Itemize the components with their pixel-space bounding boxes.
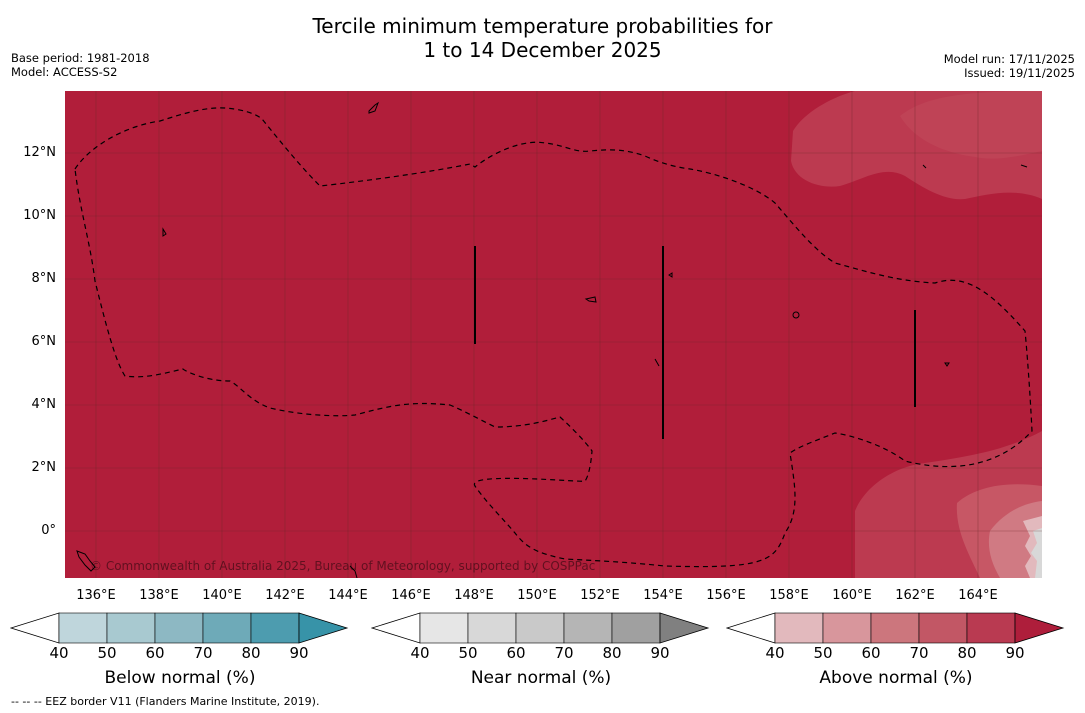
above-cbar-70-80 — [918, 612, 968, 644]
lon-tick-140e: 140°E — [202, 588, 242, 603]
above-tick-40: 40 — [765, 644, 785, 662]
lat-tick-6n: 6°N — [31, 334, 57, 349]
above-tick-90: 90 — [1005, 644, 1025, 662]
above-90-bottom-band — [65, 561, 685, 578]
model-run-date: Model run: 17/11/2025 — [943, 52, 1075, 66]
lon-tick-142e: 142°E — [265, 588, 305, 603]
island-north — [368, 101, 380, 114]
islands — [76, 101, 1028, 578]
island-small-1 — [668, 272, 673, 278]
lon-tick-156e: 156°E — [706, 588, 746, 603]
copyright-notice: © Commonwealth of Australia 2025, Bureau… — [90, 559, 596, 573]
map-svg — [65, 91, 1042, 578]
above-tick-70: 70 — [909, 644, 929, 662]
above-tick-60: 60 — [861, 644, 881, 662]
near-tick-50: 50 — [458, 644, 478, 662]
base-period: Base period: 1981-2018 — [11, 51, 150, 65]
model-name: Model: ACCESS-S2 — [11, 65, 118, 79]
near-tick-80: 80 — [602, 644, 622, 662]
island-palau — [76, 550, 96, 572]
island-pohnpei — [792, 311, 800, 319]
lat-tick-2n: 2°N — [31, 460, 57, 475]
near-cbar-extend-low — [371, 612, 421, 644]
lat-tick-10n: 10°N — [23, 208, 56, 223]
lat-tick-12n: 12°N — [23, 145, 56, 160]
eez-legend-note: -- -- -- EEZ border V11 (Flanders Marine… — [11, 695, 320, 708]
below-cbar-70-80 — [202, 612, 252, 644]
lat-tick-0: 0° — [41, 523, 56, 538]
below-cbar-60-70 — [154, 612, 204, 644]
issued-date: Issued: 19/11/2025 — [964, 66, 1075, 80]
island-small-3 — [654, 358, 660, 367]
lon-tick-158e: 158°E — [769, 588, 809, 603]
island-small-4 — [922, 164, 927, 169]
near-cbar-70-80 — [563, 612, 613, 644]
near-cbar-60-70 — [515, 612, 565, 644]
lon-tick-162e: 162°E — [895, 588, 935, 603]
lon-tick-154e: 154°E — [643, 588, 683, 603]
island-small-2 — [944, 362, 950, 367]
above-cbar-extend-high — [1014, 612, 1065, 644]
below-normal-label: Below normal (%) — [104, 668, 256, 688]
lon-tick-150e: 150°E — [517, 588, 557, 603]
lon-tick-160e: 160°E — [832, 588, 872, 603]
above-tick-80: 80 — [957, 644, 977, 662]
near-cbar-extend-high — [659, 612, 710, 644]
island-small-6 — [349, 565, 358, 578]
lon-tick-164e: 164°E — [958, 588, 998, 603]
map-title: Tercile minimum temperature probabilitie… — [0, 14, 1085, 62]
graticule — [65, 91, 1042, 578]
near-tick-70: 70 — [554, 644, 574, 662]
lat-tick-8n: 8°N — [31, 271, 57, 286]
probability-map[interactable] — [65, 91, 1042, 578]
near-tick-40: 40 — [410, 644, 430, 662]
below-tick-50: 50 — [97, 644, 117, 662]
above-80-region-north-inner — [900, 91, 1042, 159]
near-cbar-50-60 — [467, 612, 517, 644]
near-cbar-40-50 — [419, 612, 469, 644]
below-cbar-extend-high — [298, 612, 349, 644]
above-tick-50: 50 — [813, 644, 833, 662]
lon-tick-148e: 148°E — [454, 588, 494, 603]
near-normal-label: Near normal (%) — [470, 668, 612, 688]
below-cbar-50-60 — [106, 612, 156, 644]
island-chuuk — [584, 296, 597, 303]
below-tick-40: 40 — [49, 644, 69, 662]
near-normal-colorbar — [371, 612, 710, 644]
below-normal-colorbar — [10, 612, 349, 644]
near-tick-90: 90 — [650, 644, 670, 662]
above-cbar-40-50 — [774, 612, 824, 644]
lon-tick-146e: 146°E — [391, 588, 431, 603]
below-tick-60: 60 — [145, 644, 165, 662]
lon-tick-136e: 136°E — [76, 588, 116, 603]
eez-border — [74, 107, 1033, 568]
above-cbar-80-90 — [966, 612, 1016, 644]
above-cbar-60-70 — [870, 612, 920, 644]
below-cbar-40-50 — [58, 612, 108, 644]
title-line-1: Tercile minimum temperature probabilitie… — [312, 14, 773, 38]
lat-tick-4n: 4°N — [31, 397, 57, 412]
above-normal-label: Above normal (%) — [819, 668, 973, 688]
model-info: Base period: 1981-2018 Model: ACCESS-S2 — [11, 51, 150, 79]
above-normal-colorbar — [726, 612, 1065, 644]
title-line-2: 1 to 14 December 2025 — [423, 38, 662, 62]
lon-tick-144e: 144°E — [328, 588, 368, 603]
below-tick-80: 80 — [241, 644, 261, 662]
above-cbar-50-60 — [822, 612, 872, 644]
below-cbar-80-90 — [250, 612, 300, 644]
above-cbar-extend-low — [726, 612, 776, 644]
near-normal-region — [1031, 528, 1042, 578]
run-info: Model run: 17/11/2025 Issued: 19/11/2025 — [944, 52, 1075, 80]
below-cbar-extend-low — [10, 612, 60, 644]
lon-tick-152e: 152°E — [580, 588, 620, 603]
below-tick-70: 70 — [193, 644, 213, 662]
below-tick-90: 90 — [289, 644, 309, 662]
lon-tick-138e: 138°E — [139, 588, 179, 603]
island-small-5 — [1020, 164, 1028, 168]
near-cbar-80-90 — [611, 612, 661, 644]
near-tick-60: 60 — [506, 644, 526, 662]
island-west — [162, 227, 167, 237]
